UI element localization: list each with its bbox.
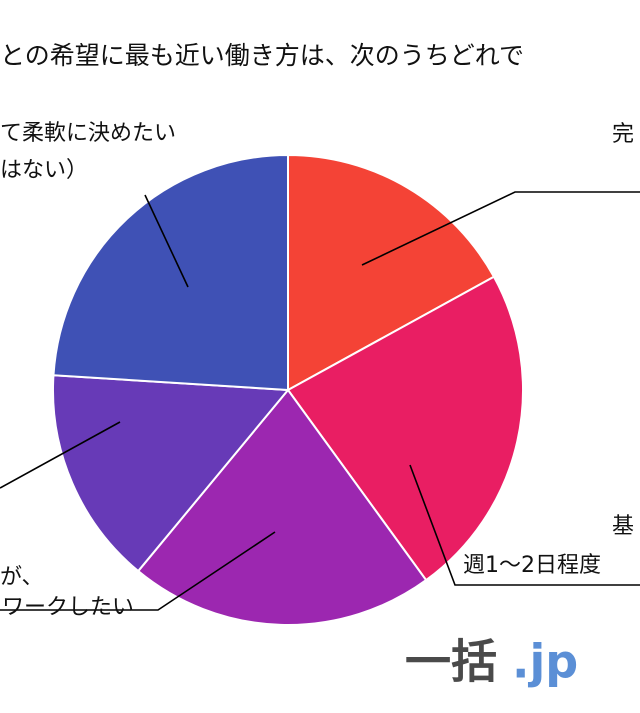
leader-line <box>144 194 189 288</box>
slice-label: 基 <box>612 514 634 539</box>
slice-label: はない） <box>0 158 88 183</box>
watermark-logo: 一括 <box>405 635 497 689</box>
pie-slice <box>52 153 289 392</box>
slice-label: て柔軟に決めたい <box>0 121 176 146</box>
watermark-logo: .jp <box>512 635 578 689</box>
slice-label: が、 <box>0 565 44 590</box>
chart-title: との希望に最も近い働き方は、次のうちどれで <box>0 41 524 70</box>
leader-line <box>0 421 121 489</box>
slice-label: ワークしたい <box>2 595 134 620</box>
slice-label: 完 <box>612 122 634 147</box>
pie-slice <box>136 388 428 626</box>
leader-line <box>361 191 640 266</box>
pie-slice <box>287 153 496 392</box>
pie-slice <box>52 374 291 573</box>
leader-line <box>409 464 640 586</box>
slice-label: 週1〜2日程度 <box>463 553 601 578</box>
leader-line <box>0 531 276 611</box>
pie-slice <box>286 275 524 582</box>
